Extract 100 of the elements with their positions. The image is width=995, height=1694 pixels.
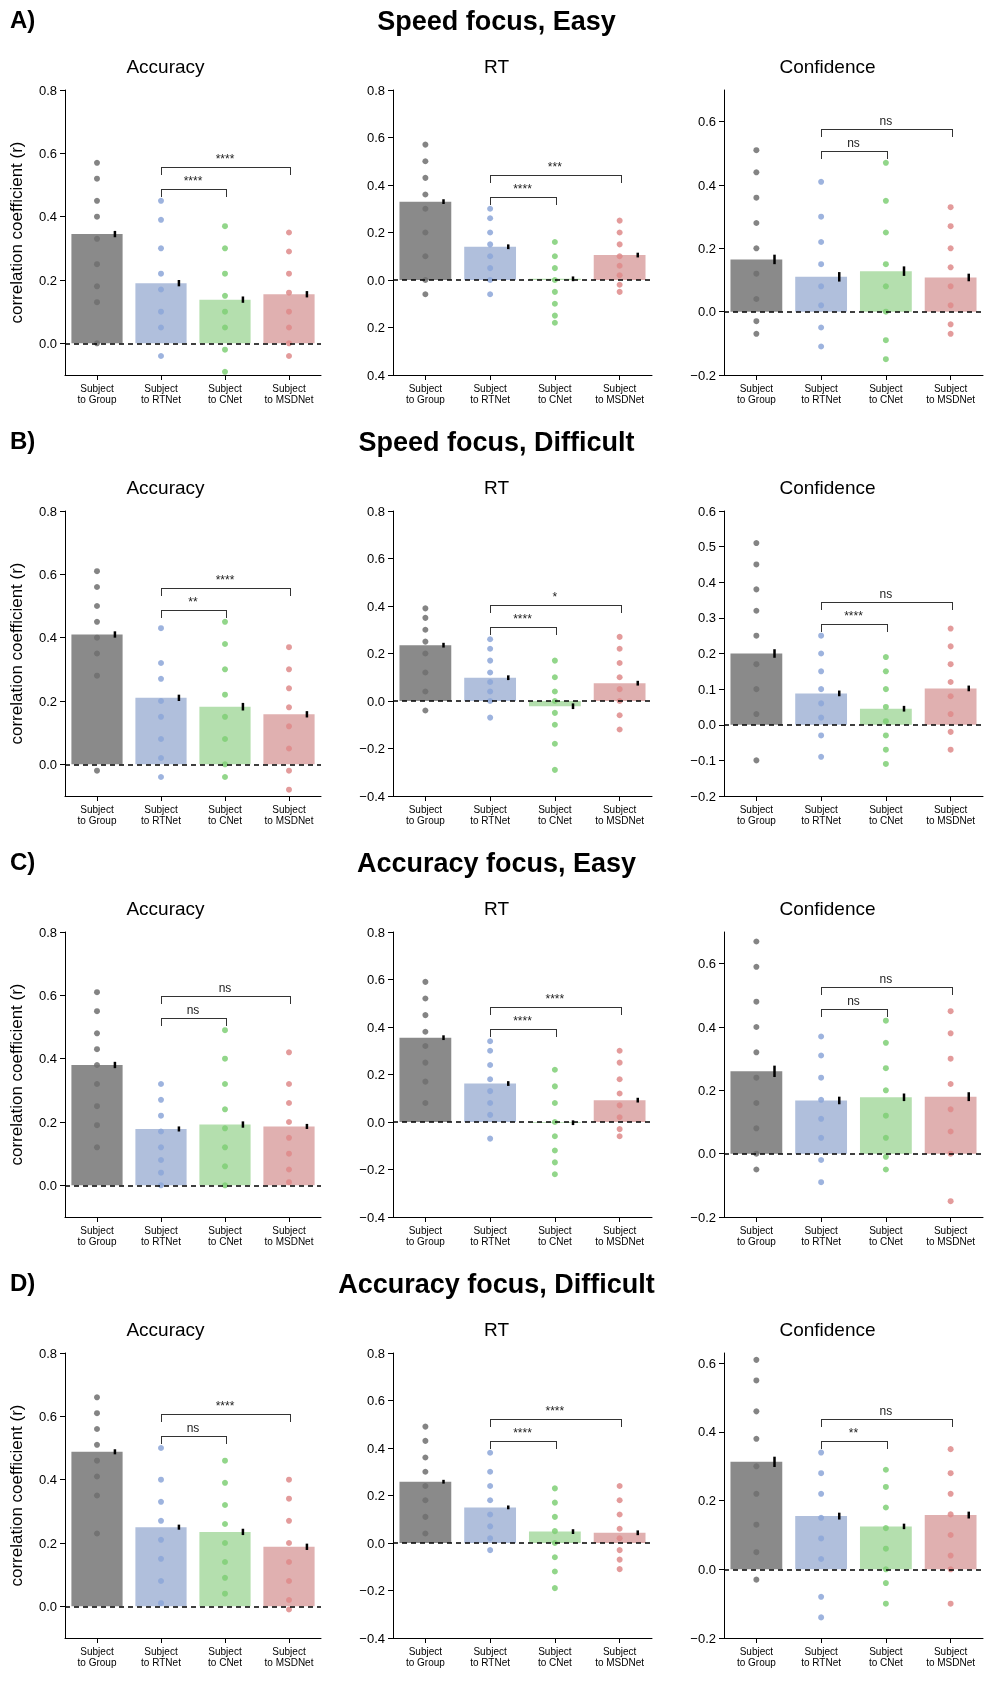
x-tick-label: Subject to MSDNet <box>264 1225 314 1247</box>
x-tick-label: Subject to RTNet <box>801 804 842 826</box>
annotation: **** <box>183 173 203 188</box>
x-tick-label: Subject to MSDNet <box>595 1225 645 1247</box>
x-tick-label: Subject to Group <box>405 383 446 405</box>
x-tick-label: Subject to MSDNet <box>264 383 314 405</box>
x-tick-label: Subject to RTNet <box>801 1225 842 1247</box>
chart-subtitle: D) <box>10 1269 36 1297</box>
x-tick-label: Subject to CNet <box>868 1225 904 1247</box>
x-tick-label: Subject to CNet <box>208 804 243 826</box>
y-tick-label: 0.8 <box>366 503 385 519</box>
chart-subtitle: A) <box>10 6 36 34</box>
annotation: **** <box>545 992 565 1007</box>
x-tick-label: Subject to CNet <box>537 1646 573 1668</box>
chart-title: Accuracy <box>126 477 206 498</box>
x-tick-label: Subject to RTNet <box>801 383 842 405</box>
x-tick-label: Subject to MSDNet <box>926 383 976 405</box>
y-tick-label: 0.4 <box>697 1019 716 1035</box>
x-tick-label: Subject to RTNet <box>470 1646 511 1668</box>
annotation: ** <box>848 1425 859 1440</box>
chart-title: Accuracy <box>126 898 206 919</box>
y-tick-label: 0.3 <box>697 610 716 626</box>
annotation: ns <box>218 981 232 996</box>
y-tick-label: 0.1 <box>697 681 716 697</box>
annotation: **** <box>215 151 235 166</box>
x-tick-label: Subject to RTNet <box>141 1225 182 1247</box>
y-tick-label: 0.0 <box>366 1114 385 1130</box>
y-tick-label: −0.4 <box>359 788 385 804</box>
chart-subtitle: Speed focus, Easy <box>377 6 616 37</box>
x-tick-label: Subject to CNet <box>537 383 573 405</box>
y-tick-label: 0.4 <box>697 1424 716 1440</box>
y-tick-label: 0.6 <box>697 114 716 130</box>
chart-title: RT <box>484 1319 510 1340</box>
y-tick-label: −0.2 <box>359 1583 385 1598</box>
x-tick-label: Subject to Group <box>736 1646 777 1668</box>
annotation: **** <box>215 1399 235 1413</box>
x-tick-label: Subject to RTNet <box>470 1225 511 1247</box>
y-tick-label: 0.6 <box>38 987 57 1003</box>
chart-subtitle: B) <box>10 427 36 455</box>
y-axis-title: correlation coefficient (r) <box>7 1404 26 1587</box>
chart-title: RT <box>484 477 510 498</box>
y-tick-label: −0.2 <box>359 741 385 756</box>
y-tick-label: 0.2 <box>697 646 716 661</box>
annotation: **** <box>844 608 863 623</box>
y-axis-title: correlation coefficient (r) <box>7 983 26 1166</box>
y-tick-label: 0.2 <box>366 1488 385 1503</box>
y-tick-label: 0.0 <box>366 1535 385 1551</box>
annotation: * <box>552 590 558 605</box>
y-tick-label: 0.5 <box>697 539 716 555</box>
annotation: **** <box>513 181 532 196</box>
chart-title: Confidence <box>779 898 876 919</box>
annotation: ns <box>847 135 860 150</box>
y-tick-label: −0.4 <box>359 1209 385 1225</box>
x-tick-label: Subject to CNet <box>208 1646 243 1668</box>
y-tick-label: 0.8 <box>366 924 385 940</box>
y-tick-label: 0.2 <box>366 225 385 240</box>
y-tick-label: −0.2 <box>690 1630 716 1646</box>
chart-title: RT <box>484 56 510 77</box>
y-tick-label: −0.2 <box>359 1162 385 1177</box>
y-tick-label: 0.4 <box>366 1440 385 1456</box>
y-tick-label: 0.4 <box>38 1472 57 1488</box>
annotation: ns <box>186 1421 200 1435</box>
annotation: ** <box>188 594 198 609</box>
y-tick-label: 0.4 <box>366 598 385 614</box>
y-tick-label: −0.2 <box>690 1209 716 1225</box>
x-tick-label: Subject to MSDNet <box>926 804 976 826</box>
chart-title: Accuracy <box>126 1319 206 1340</box>
chart-subtitle: Accuracy focus, Difficult <box>338 1269 655 1300</box>
x-tick-label: Subject to RTNet <box>470 804 511 826</box>
y-tick-label: 0.4 <box>38 630 57 646</box>
y-tick-label: 0.4 <box>366 1019 385 1035</box>
y-tick-label: 0.6 <box>366 1393 385 1408</box>
y-tick-label: 0.6 <box>366 130 385 145</box>
annotation: *** <box>547 159 562 174</box>
y-tick-label: 0.6 <box>38 145 57 161</box>
y-tick-label: 0.2 <box>697 1493 716 1509</box>
annotation: ns <box>879 1403 893 1418</box>
x-tick-label: Subject to MSDNet <box>595 804 645 826</box>
y-axis-title: correlation coefficient (r) <box>7 562 26 745</box>
x-tick-label: Subject to Group <box>77 1646 117 1668</box>
y-tick-label: 0.0 <box>697 717 716 733</box>
y-tick-label: 0.0 <box>697 1561 716 1577</box>
annotation: **** <box>545 1403 565 1418</box>
annotation: ns <box>847 993 860 1008</box>
y-tick-label: 0.6 <box>697 956 716 972</box>
annotation: **** <box>513 1014 532 1029</box>
y-tick-label: 0.6 <box>366 551 385 566</box>
y-tick-label: 0.6 <box>366 972 385 987</box>
y-tick-label: 0.4 <box>366 367 385 383</box>
y-tick-label: 0.2 <box>366 646 385 661</box>
x-tick-label: Subject to CNet <box>537 804 573 826</box>
y-tick-label: 0.0 <box>38 1598 57 1614</box>
y-tick-label: 0.8 <box>38 503 57 519</box>
annotation: ns <box>879 586 893 601</box>
y-tick-label: 0.0 <box>697 304 716 320</box>
x-tick-label: Subject to Group <box>77 804 117 826</box>
y-tick-label: −0.2 <box>690 367 716 383</box>
x-tick-label: Subject to RTNet <box>141 383 182 405</box>
y-tick-label: 0.0 <box>38 756 57 772</box>
x-tick-label: Subject to CNet <box>868 1646 904 1668</box>
